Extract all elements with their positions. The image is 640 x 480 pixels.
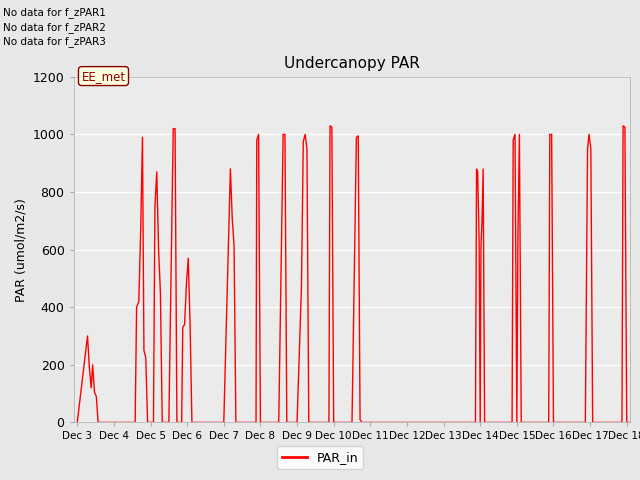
Title: Undercanopy PAR: Undercanopy PAR [284,57,420,72]
Text: No data for f_zPAR1: No data for f_zPAR1 [3,7,106,18]
Y-axis label: PAR (umol/m2/s): PAR (umol/m2/s) [14,198,27,301]
Text: EE_met: EE_met [81,70,125,83]
Text: No data for f_zPAR2: No data for f_zPAR2 [3,22,106,33]
Text: No data for f_zPAR3: No data for f_zPAR3 [3,36,106,47]
Legend: PAR_in: PAR_in [276,446,364,469]
